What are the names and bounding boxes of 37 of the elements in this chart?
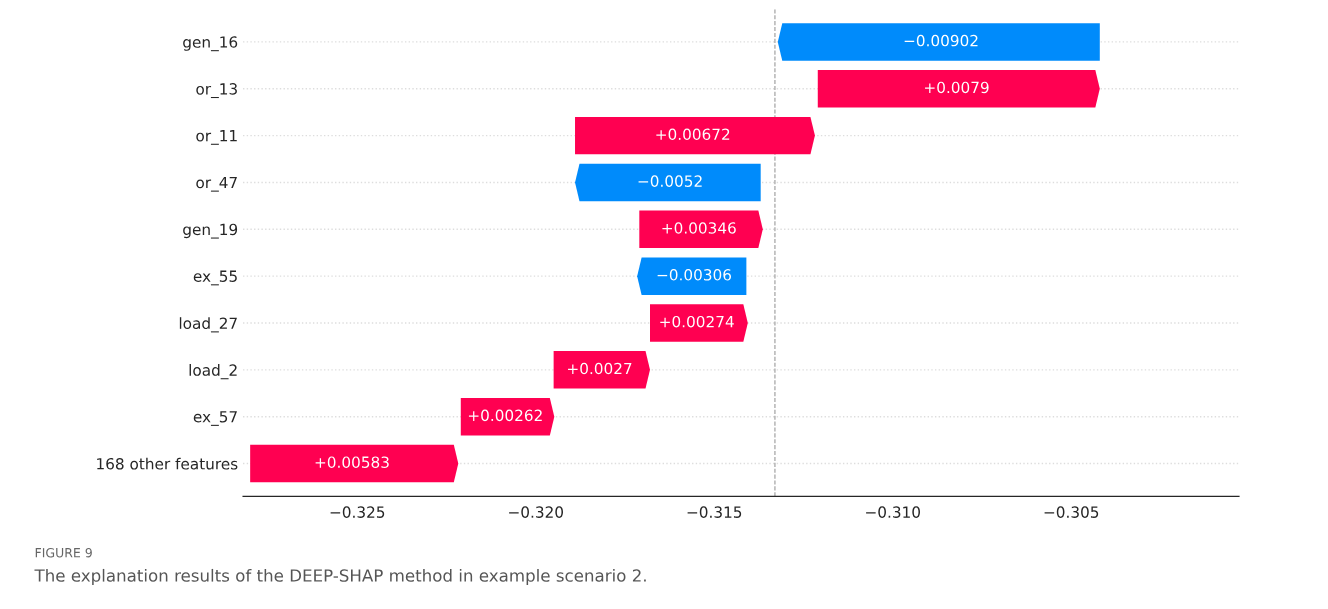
data-label: −0.00902 <box>904 34 978 47</box>
y-tick-label: ex_57 <box>193 411 237 426</box>
x-tick-label: −0.325 <box>330 506 385 518</box>
y-tick-label: gen_19 <box>183 223 238 239</box>
text: The explanation results of the DEEP-SHAP method in example scenario 2. <box>34 568 646 586</box>
x-tick-label: −0.315 <box>687 506 742 518</box>
data-label: +0.00262 <box>468 409 542 422</box>
caption: FIGURE 9 <box>35 547 92 558</box>
bar <box>777 23 1100 61</box>
bar <box>817 70 1100 108</box>
y-tick-label: or_47 <box>196 176 237 192</box>
data-label: −0.00306 <box>657 269 732 281</box>
data-label: −0.0052 <box>638 175 702 187</box>
y-tick-label: load_27 <box>179 317 237 333</box>
bar <box>575 116 815 155</box>
bar <box>575 163 761 202</box>
bar <box>649 304 748 342</box>
data-label: +0.00346 <box>662 222 736 234</box>
y-tick-label: 168 other features <box>97 457 238 470</box>
bar <box>637 257 747 295</box>
data-label: +0.0079 <box>925 81 989 94</box>
x-tick-label: −0.310 <box>866 506 920 518</box>
x-tick-label: −0.320 <box>509 506 564 518</box>
y-tick-label: or_13 <box>196 83 237 99</box>
bar <box>553 351 650 389</box>
bar <box>250 444 459 483</box>
y-tick-label: ex_55 <box>193 270 237 286</box>
data-label: +0.00274 <box>660 315 734 328</box>
data-label: +0.00583 <box>315 456 389 468</box>
bar <box>460 397 555 436</box>
y-tick-label: load_2 <box>189 364 237 380</box>
x-tick-label: −0.305 <box>1044 506 1099 518</box>
bar <box>639 210 763 249</box>
y-tick-label: gen_16 <box>183 36 238 52</box>
y-tick-label: or_11 <box>196 130 237 145</box>
data-label: +0.0027 <box>568 362 632 375</box>
data-label: +0.00672 <box>656 128 730 141</box>
